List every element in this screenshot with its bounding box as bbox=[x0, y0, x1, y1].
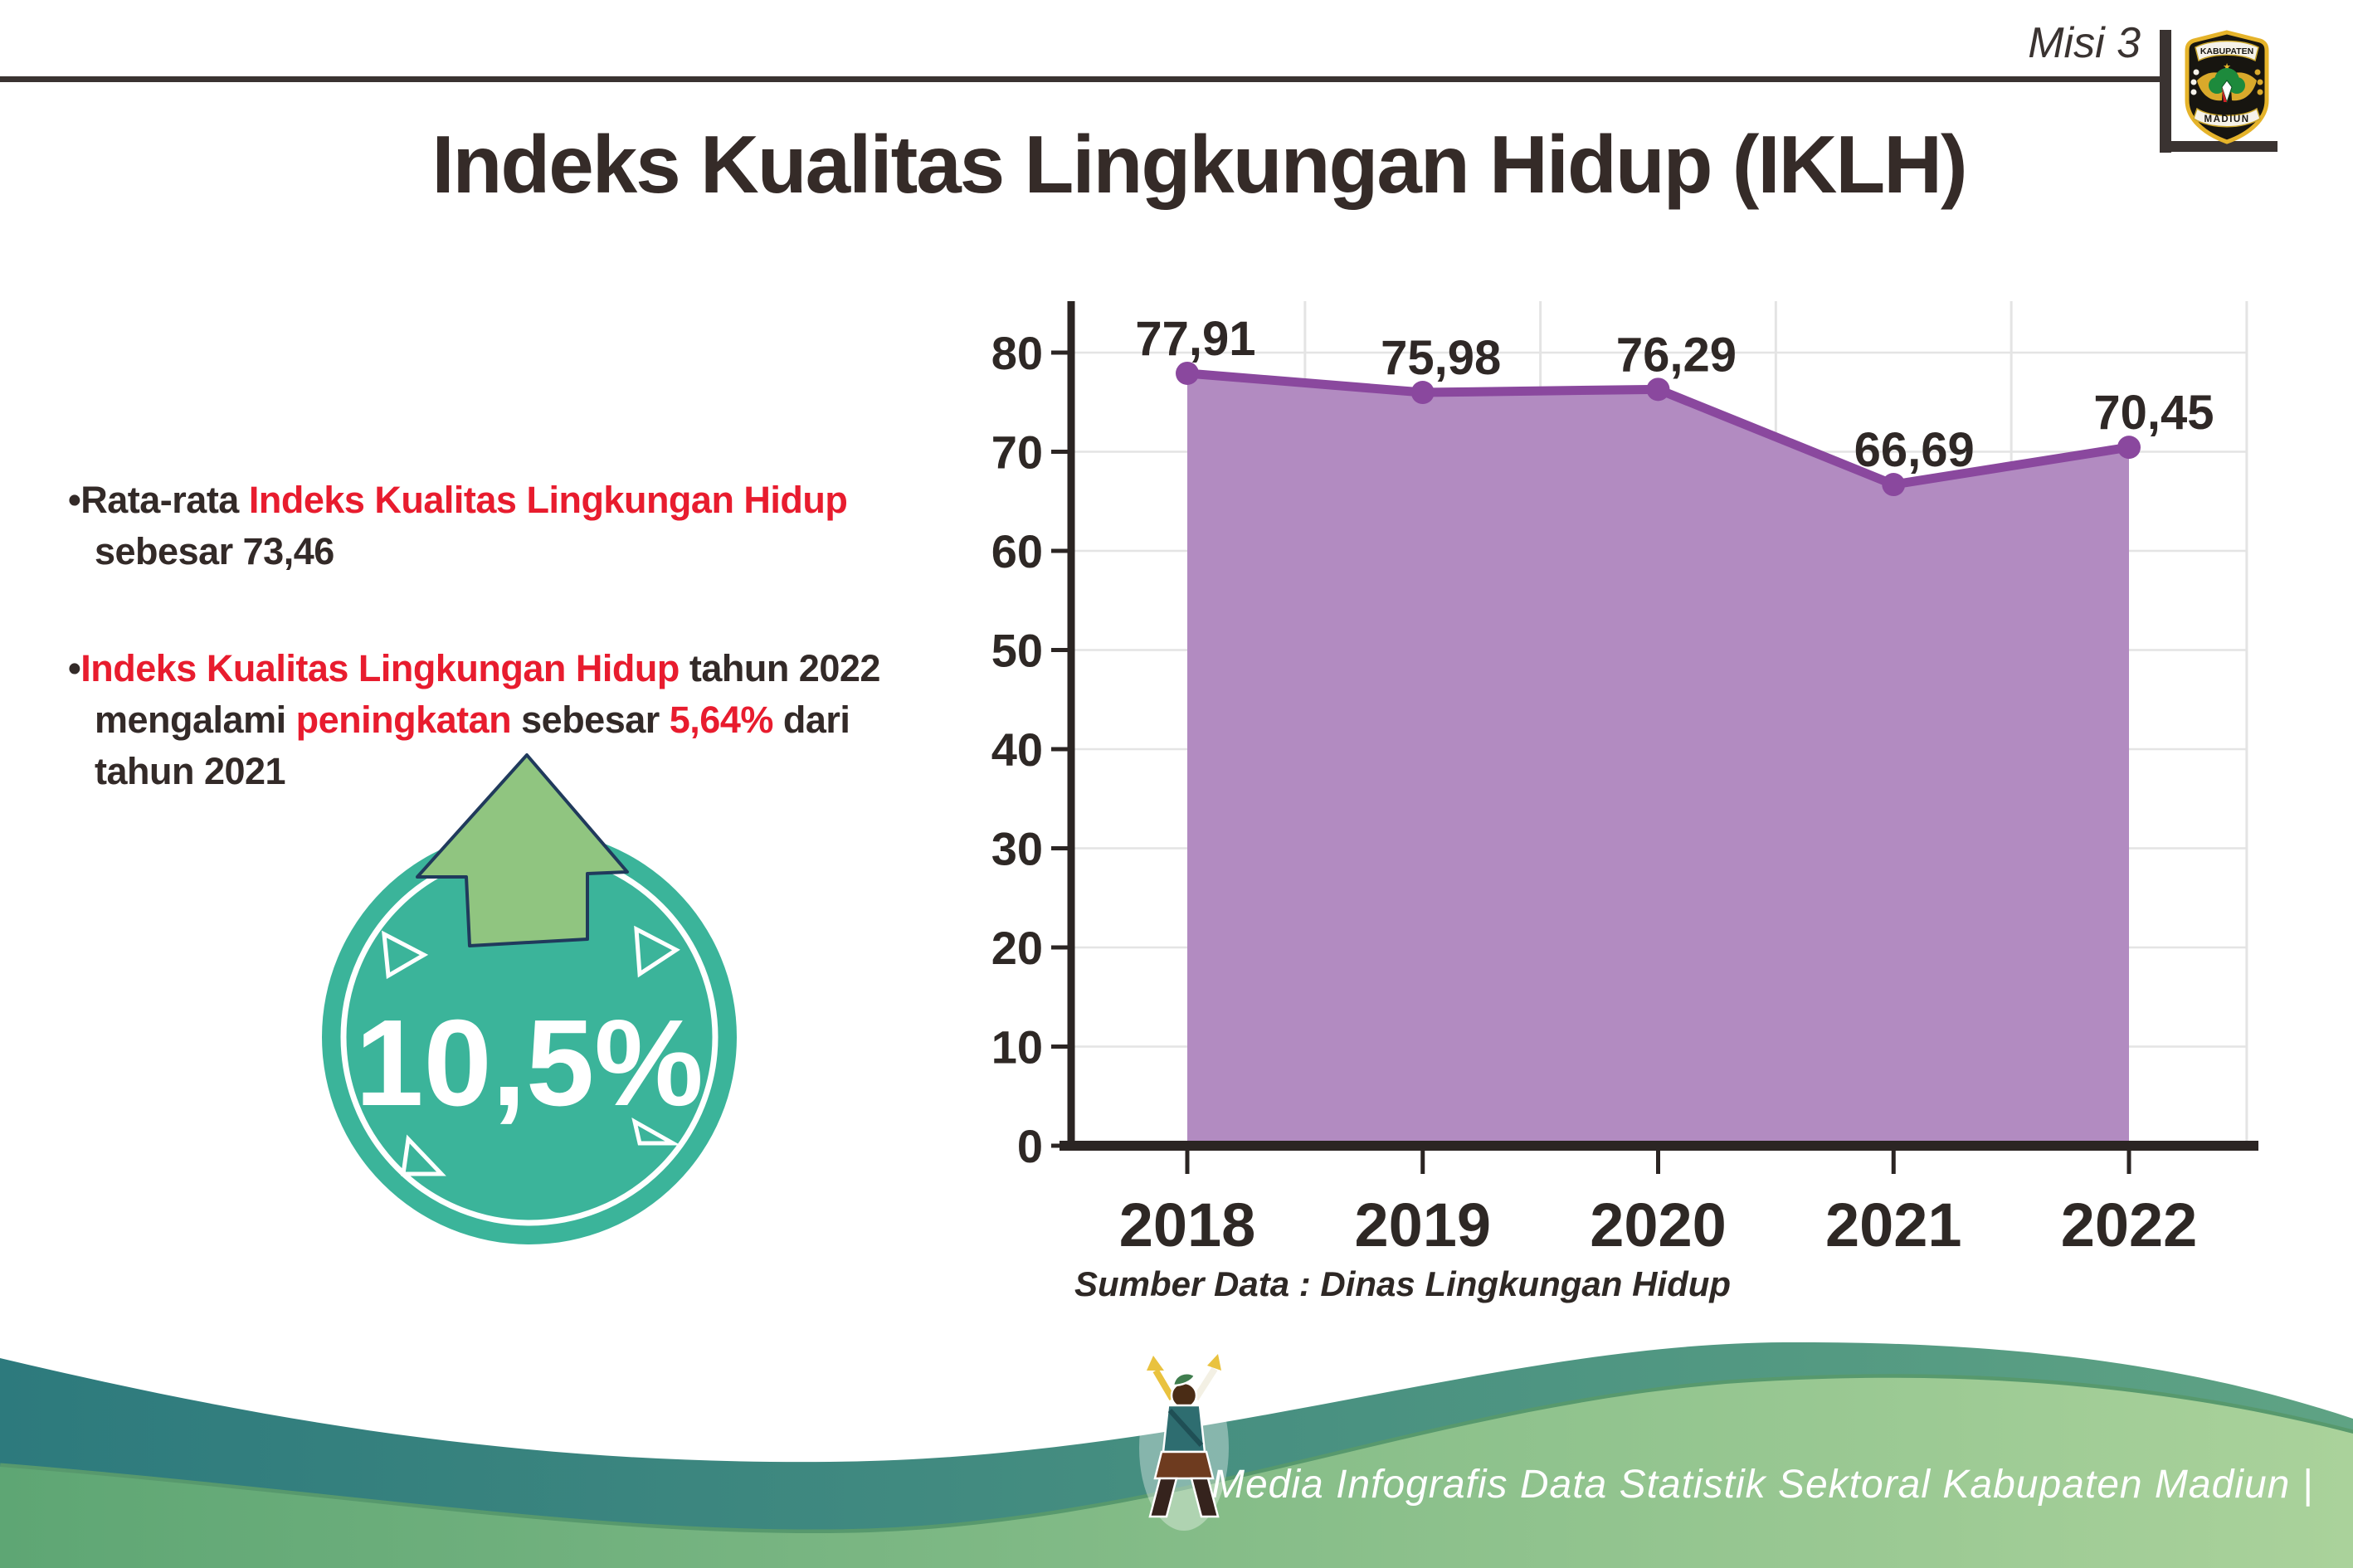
y-tick-label: 80 bbox=[991, 327, 1043, 379]
misi-label: Misi 3 bbox=[2028, 19, 2141, 67]
x-tick-label: 2018 bbox=[1119, 1191, 1256, 1259]
logo-bottom-text: MADIUN bbox=[2204, 114, 2250, 124]
note-text-segment: sebesar 73,46 bbox=[95, 530, 334, 572]
data-point bbox=[1646, 377, 1670, 402]
data-point bbox=[2117, 436, 2141, 460]
note-text-segment: sebesar bbox=[511, 699, 670, 741]
note-text-segment: Rata-rata bbox=[80, 479, 249, 521]
note-average-iklh: •Rata-rata Indeks Kualitas Lingkungan Hi… bbox=[68, 475, 848, 577]
statistics-mascot-icon bbox=[1139, 1354, 1229, 1531]
y-tick-label: 10 bbox=[991, 1021, 1043, 1074]
data-point bbox=[1410, 381, 1435, 405]
header-rule bbox=[0, 76, 2167, 82]
data-label: 66,69 bbox=[1854, 423, 1975, 477]
y-tick-label: 60 bbox=[991, 525, 1043, 577]
series-area bbox=[1187, 373, 2129, 1147]
x-tick-label: 2021 bbox=[1825, 1191, 1962, 1259]
iklh-area-chart: 77,91 75,98 76,29 66,69 70,45 0 10 20 30 40 50 60 70… bbox=[991, 301, 2258, 1259]
badge-accent-triangle-lower-right bbox=[631, 1118, 681, 1146]
logo-bottom-ribbon bbox=[2193, 107, 2261, 128]
bullet-marker: • bbox=[68, 647, 81, 689]
badge-circle bbox=[322, 830, 737, 1244]
y-tick-label: 70 bbox=[991, 426, 1043, 479]
logo-wheat-3 bbox=[2257, 89, 2263, 95]
note-text-segment: Indeks Kualitas Lingkungan Hidup bbox=[80, 647, 680, 689]
note-text-segment: peningkatan bbox=[295, 699, 512, 741]
logo-cotton-1 bbox=[2193, 69, 2200, 75]
note-increase-2022: •Indeks Kualitas Lingkungan Hidup tahun … bbox=[68, 643, 880, 797]
data-point bbox=[1882, 473, 1906, 497]
logo-top-text: KABUPATEN bbox=[2200, 46, 2253, 56]
y-tick-label: 20 bbox=[991, 922, 1043, 974]
logo-bracket-vertical bbox=[2160, 30, 2171, 153]
increase-badge: 10,5% bbox=[322, 753, 737, 1244]
x-tick-label: 2019 bbox=[1354, 1191, 1491, 1259]
kabupaten-madiun-logo-icon: KABUPATEN ★ MADIUN bbox=[2185, 30, 2269, 144]
data-label: 76,29 bbox=[1616, 328, 1737, 382]
y-tick-label: 30 bbox=[991, 823, 1043, 875]
footer-green-wave bbox=[0, 1377, 2353, 1568]
data-label: 77,91 bbox=[1135, 312, 1255, 366]
up-arrow-icon bbox=[416, 753, 629, 947]
badge-accent-triangle-upper-right bbox=[634, 925, 680, 978]
y-tick-label: 0 bbox=[1017, 1120, 1043, 1172]
logo-bracket-horizontal bbox=[2160, 141, 2277, 152]
footer-credit: Media Infografis Data Statistik Sektoral… bbox=[1211, 1463, 2314, 1507]
footer-waves bbox=[0, 1342, 2353, 1568]
note-text-segment: tahun 2021 bbox=[95, 750, 286, 792]
logo-wheat-2 bbox=[2257, 79, 2263, 85]
logo-cotton-3 bbox=[2190, 89, 2197, 95]
note-line: tahun 2021 bbox=[68, 746, 880, 797]
badge-accent-triangle-lower-left bbox=[401, 1134, 446, 1176]
logo-cotton-2 bbox=[2190, 79, 2197, 85]
x-tick-label: 2020 bbox=[1590, 1191, 1727, 1259]
data-point bbox=[1176, 361, 1199, 385]
note-text-segment: mengalami bbox=[95, 699, 296, 741]
logo-wheat-1 bbox=[2254, 69, 2261, 75]
note-line: sebesar 73,46 bbox=[68, 526, 847, 577]
logo-center-shield-red bbox=[2222, 87, 2227, 102]
badge-value: 10,5% bbox=[355, 995, 704, 1132]
note-text-segment: Indeks Kualitas Lingkungan Hidup bbox=[248, 479, 848, 521]
bullet-marker: • bbox=[68, 479, 81, 521]
x-tick-label: 2022 bbox=[2061, 1191, 2198, 1259]
note-text-segment: dari bbox=[772, 699, 850, 741]
logo-top-banner bbox=[2195, 40, 2259, 62]
note-line: mengalami peningkatan sebesar 5,64% dari bbox=[68, 694, 880, 746]
note-line: •Indeks Kualitas Lingkungan Hidup tahun … bbox=[68, 643, 880, 694]
source-note: Sumber Data : Dinas Lingkungan Hidup bbox=[1074, 1264, 1732, 1303]
logo-star-icon: ★ bbox=[2223, 62, 2231, 72]
note-text-segment: 5,64% bbox=[669, 699, 774, 741]
data-label: 75,98 bbox=[1381, 331, 1501, 385]
y-tick-label: 40 bbox=[991, 723, 1043, 776]
badge-accent-triangle-upper-left bbox=[382, 930, 429, 980]
page-title: Indeks Kualitas Lingkungan Hidup (IKLH) bbox=[431, 119, 1967, 210]
note-text-segment: tahun 2022 bbox=[679, 647, 881, 689]
data-label: 70,45 bbox=[2093, 386, 2214, 440]
y-tick-label: 50 bbox=[991, 625, 1043, 677]
note-line: •Rata-rata Indeks Kualitas Lingkungan Hi… bbox=[68, 475, 848, 526]
